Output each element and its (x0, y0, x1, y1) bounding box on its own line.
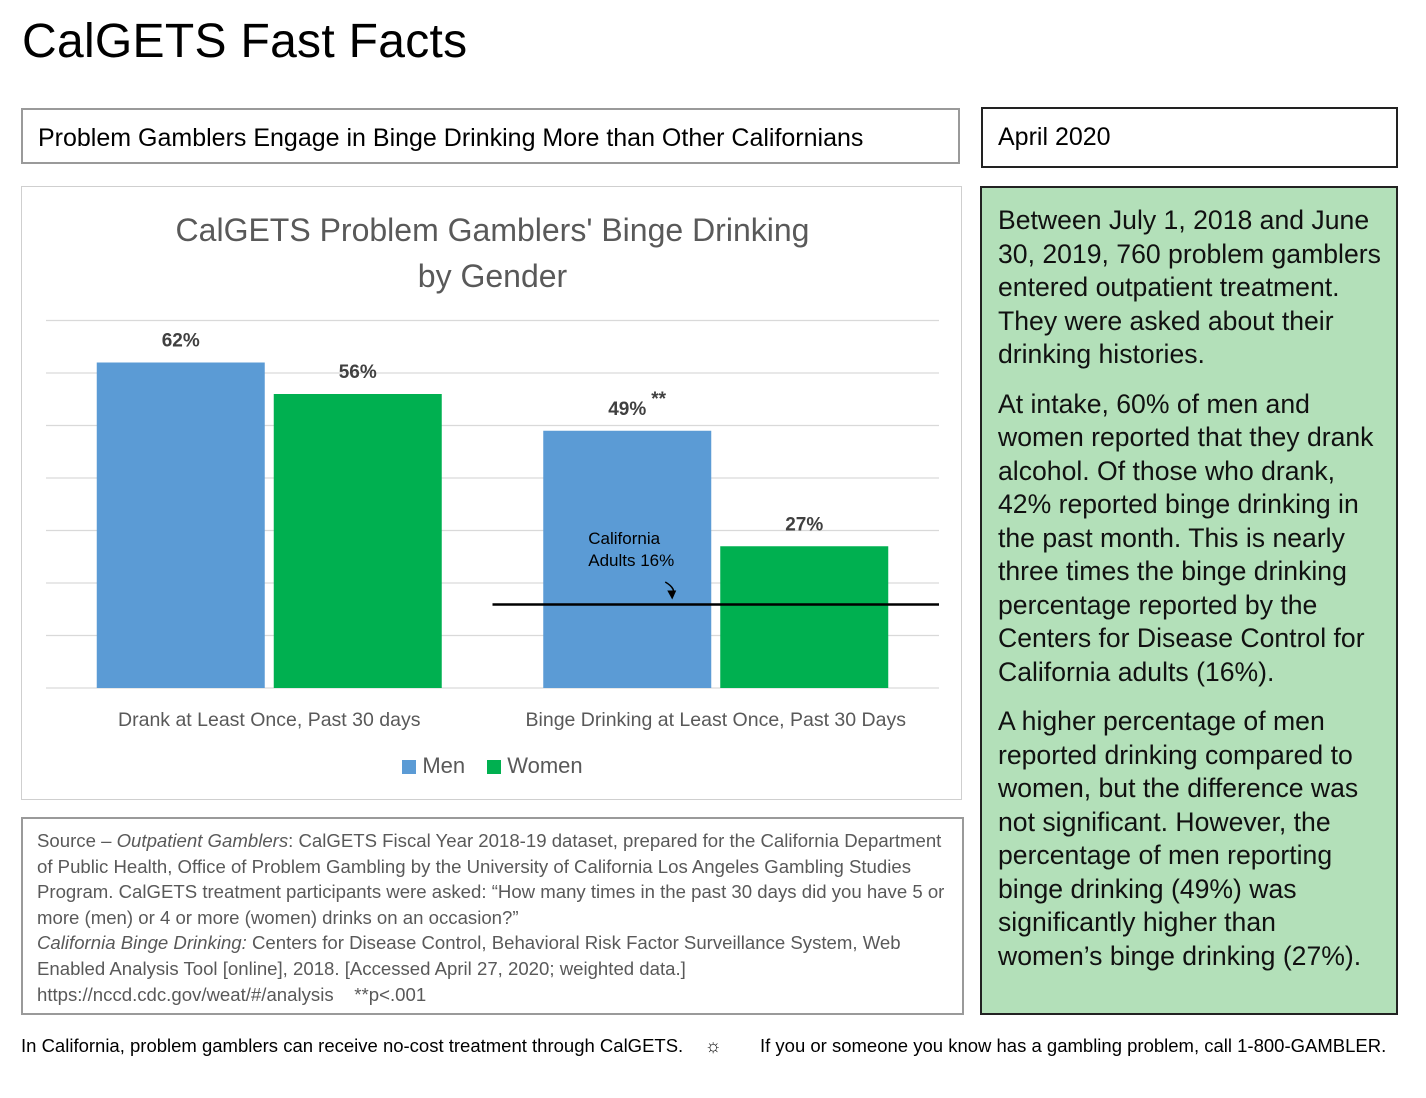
source-paragraph-3: https://nccd.cdc.gov/weat/#/analysis **p… (37, 982, 948, 1008)
chart-title-line-1: CalGETS Problem Gamblers' Binge Drinking (175, 212, 810, 248)
source-note: Source – Outpatient Gamblers: CalGETS Fi… (21, 817, 964, 1015)
category-label: Drank at Least Once, Past 30 days (118, 709, 421, 731)
footer: In California, problem gamblers can rece… (21, 1035, 1411, 1057)
source-label-california: California Binge Drinking: (37, 932, 247, 954)
category-label: Binge Drinking at Least Once, Past 30 Da… (526, 709, 907, 731)
data-label: 49% (608, 399, 646, 420)
legend-swatch-men (402, 760, 417, 775)
source-paragraph-1: Source – Outpatient Gamblers: CalGETS Fi… (37, 828, 948, 930)
page-subtitle: Problem Gamblers Engage in Binge Drinkin… (21, 108, 960, 164)
bar-women-1 (720, 546, 889, 688)
legend-item-women: Women (487, 753, 583, 779)
chart-legend: Men Women (22, 753, 963, 779)
legend-swatch-women (487, 760, 502, 775)
reference-arrowhead (667, 590, 677, 600)
bar-men-0 (96, 362, 265, 688)
reference-label-line: Adults 16% (588, 551, 674, 570)
legend-label-men: Men (422, 753, 466, 778)
bar-men-1 (543, 430, 712, 688)
chart-title-line-2: by Gender (417, 258, 568, 294)
info-paragraph-2: At intake, 60% of men and women reported… (998, 388, 1374, 687)
data-label: 62% (162, 331, 200, 352)
source-significance-note: **p<.001 (354, 983, 427, 1005)
source-url: https://nccd.cdc.gov/weat/#/analysis (37, 983, 334, 1005)
info-paragraph-3: A higher percentage of men reported drin… (998, 706, 1362, 971)
source-prefix: Source – (37, 830, 117, 851)
source-text-outpatient: : CalGETS Fiscal Year 2018-19 dataset, p… (37, 830, 945, 928)
date-label: April 2020 (981, 107, 1398, 168)
significance-marker: ** (651, 389, 666, 410)
chart-panel: CalGETS Problem Gamblers' Binge Drinking… (21, 186, 962, 800)
footer-left-text: In California, problem gamblers can rece… (21, 1035, 684, 1056)
bar-chart: 62% 56% Drank at Least Once, Past 30 days 4… (46, 319, 939, 731)
sun-icon: ☼ (704, 1035, 722, 1056)
source-paragraph-2: California Binge Drinking: Centers for D… (37, 930, 948, 981)
info-paragraph-1: Between July 1, 2018 and June 30, 2019, … (998, 205, 1381, 369)
source-text-california: Centers for Disease Control, Behavioral … (37, 932, 901, 979)
data-label: 56% (339, 362, 377, 383)
legend-item-men: Men (402, 753, 465, 779)
reference-label-line: California (588, 529, 660, 548)
page-title: CalGETS Fast Facts (22, 15, 468, 68)
bar-women-0 (273, 394, 442, 688)
source-label-outpatient: Outpatient Gamblers (116, 830, 289, 851)
legend-label-women: Women (507, 753, 583, 778)
footer-right-text: If you or someone you know has a gamblin… (760, 1035, 1387, 1056)
chart-title: CalGETS Problem Gamblers' Binge Drinking… (22, 207, 963, 299)
data-label: 27% (785, 514, 823, 535)
info-panel: Between July 1, 2018 and June 30, 2019, … (980, 186, 1398, 1015)
